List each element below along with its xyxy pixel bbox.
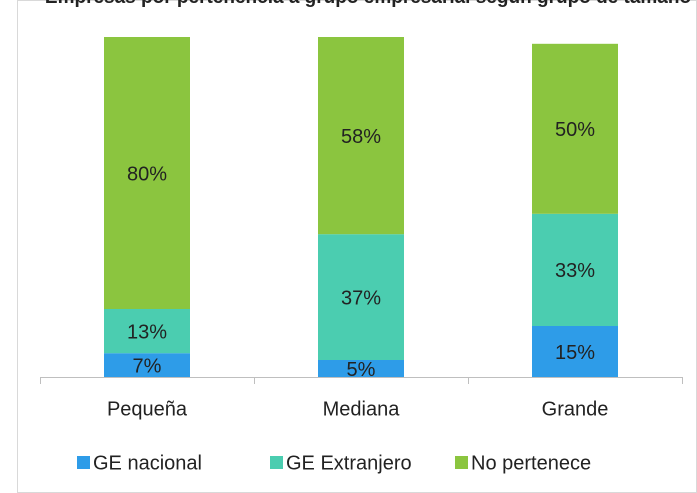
- bar-segment: [532, 326, 618, 377]
- value-label: 7%: [133, 355, 162, 377]
- value-label: 5%: [347, 359, 376, 381]
- chart-title: Empresas por pertenencia a grupo empresa…: [45, 0, 691, 8]
- bar-segment: [104, 309, 190, 354]
- legend-label: No pertenece: [471, 452, 591, 474]
- x-tick-label: Mediana: [323, 398, 401, 420]
- bar-segment: [104, 353, 190, 377]
- x-tick-label: Pequeña: [107, 398, 188, 420]
- legend-swatch: [270, 456, 283, 469]
- value-label: 58%: [341, 126, 381, 148]
- legend-swatch: [77, 456, 90, 469]
- legend-label: GE nacional: [93, 452, 202, 474]
- bar-segment: [104, 37, 190, 309]
- value-label: 15%: [555, 342, 595, 364]
- bar-segment: [532, 43, 618, 214]
- value-label: 13%: [127, 321, 167, 343]
- value-label: 50%: [555, 119, 595, 141]
- bar-segment: [318, 234, 404, 360]
- bar-segment: [318, 360, 404, 377]
- x-tick-label: Grande: [542, 398, 609, 420]
- value-label: 33%: [555, 260, 595, 282]
- bar-segment: [318, 37, 404, 235]
- legend-label: GE Extranjero: [286, 452, 412, 474]
- bar-segment: [532, 213, 618, 326]
- value-label: 80%: [127, 163, 167, 185]
- legend-swatch: [455, 456, 468, 469]
- value-label: 37%: [341, 287, 381, 309]
